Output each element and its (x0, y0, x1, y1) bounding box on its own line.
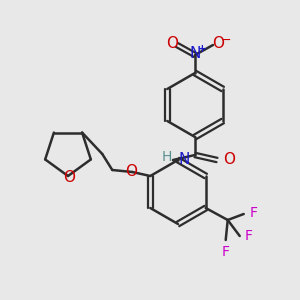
Text: N: N (178, 152, 189, 166)
Text: O: O (166, 37, 178, 52)
Text: F: F (245, 229, 253, 243)
Text: +: + (198, 44, 206, 54)
Text: O: O (63, 169, 75, 184)
Text: N: N (189, 46, 201, 62)
Text: O: O (212, 37, 224, 52)
Text: O: O (125, 164, 137, 178)
Text: F: F (250, 206, 258, 220)
Text: −: − (221, 34, 231, 46)
Text: H: H (162, 150, 172, 164)
Text: F: F (222, 245, 230, 259)
Text: O: O (223, 152, 235, 167)
